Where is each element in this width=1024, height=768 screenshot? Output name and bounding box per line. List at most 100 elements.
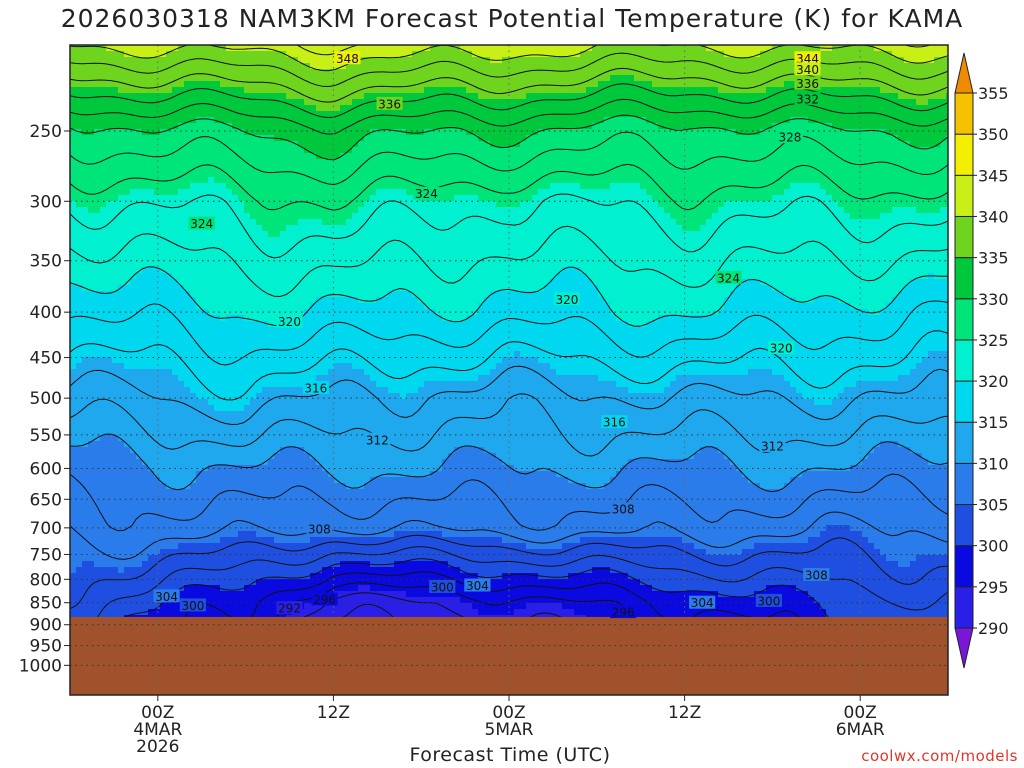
field-cell [460,183,467,190]
field-cell [358,207,365,214]
field-cell [862,81,869,88]
field-cell [412,153,419,160]
field-cell [274,183,281,190]
field-cell [664,69,671,76]
field-cell [928,87,935,94]
field-cell [466,237,473,244]
field-cell [814,129,821,136]
field-cell [622,243,629,250]
field-cell [172,213,179,220]
field-cell [622,171,629,178]
field-cell [886,207,893,214]
field-cell [826,183,833,190]
field-cell [178,231,185,238]
field-cell [736,213,743,220]
field-cell [106,195,113,202]
field-cell [796,87,803,94]
field-cell [574,159,581,166]
field-cell [880,45,887,52]
field-cell [82,81,89,88]
field-cell [886,201,893,208]
field-cell [448,129,455,136]
field-cell [562,57,569,64]
field-cell [298,225,305,232]
field-cell [928,159,935,166]
field-cell [370,117,377,124]
field-cell [472,201,479,208]
field-cell [532,159,539,166]
field-cell [82,195,89,202]
field-cell [550,75,557,82]
field-cell [94,225,101,232]
field-cell [112,159,119,166]
field-cell [178,87,185,94]
field-cell [718,177,725,184]
field-cell [304,153,311,160]
field-cell [868,153,875,160]
field-cell [628,75,635,82]
field-cell [430,57,437,64]
field-cell [610,195,617,202]
field-cell [904,117,911,124]
field-cell [556,153,563,160]
field-cell [862,69,869,76]
field-cell [910,129,917,136]
field-cell [658,237,665,244]
field-cell [268,189,275,196]
field-cell [898,99,905,106]
field-cell [592,183,599,190]
field-cell [562,51,569,58]
field-cell [556,99,563,106]
field-cell [670,243,677,250]
field-cell [676,129,683,136]
field-cell [214,45,221,52]
field-cell [280,213,287,220]
field-cell [124,195,131,202]
field-cell [112,129,119,136]
field-cell [658,117,665,124]
field-cell [454,99,461,106]
field-cell [748,87,755,94]
field-cell [430,99,437,106]
field-cell [574,201,581,208]
field-cell [784,165,791,172]
field-cell [304,195,311,202]
field-cell [316,213,323,220]
field-cell [592,159,599,166]
field-cell [100,213,107,220]
field-cell [400,63,407,70]
field-cell [700,219,707,226]
field-cell [766,219,773,226]
field-cell [244,195,251,202]
field-cell [646,177,653,184]
field-cell [76,171,83,178]
field-cell [76,243,83,250]
field-cell [166,45,173,52]
field-cell [610,105,617,112]
field-cell [70,63,77,70]
field-cell [784,105,791,112]
field-cell [460,189,467,196]
field-cell [790,213,797,220]
field-cell [268,87,275,94]
field-cell [412,129,419,136]
field-cell [346,165,353,172]
field-cell [334,63,341,70]
field-cell [454,153,461,160]
field-cell [196,93,203,100]
field-cell [268,219,275,226]
field-cell [190,231,197,238]
field-cell [646,219,653,226]
field-cell [778,195,785,202]
field-cell [328,45,335,52]
field-cell [796,237,803,244]
field-cell [532,105,539,112]
field-cell [922,213,929,220]
field-cell [244,237,251,244]
field-cell [136,225,143,232]
field-cell [502,165,509,172]
field-cell [310,213,317,220]
field-cell [106,63,113,70]
field-cell [316,123,323,130]
field-cell [460,93,467,100]
